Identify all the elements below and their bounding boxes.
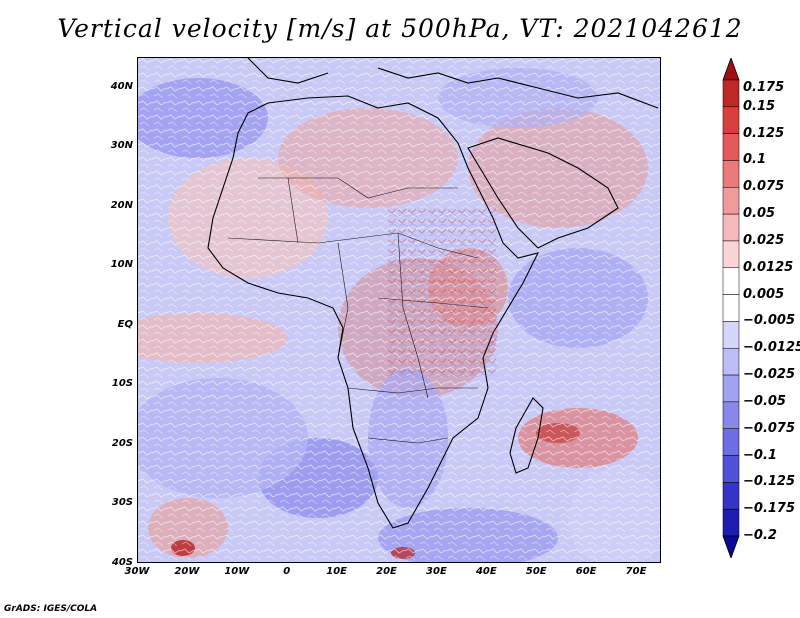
colorbar-level-label: 0.025 [743,232,785,248]
credit-text: GrADS: IGES/COLA [4,604,98,614]
colorbar-level-label: 0.175 [743,80,785,95]
y-tick-label: 10S [111,378,133,390]
colorbar-segment [722,187,740,215]
colorbar-level-label: 0.05 [743,206,776,222]
map-title: Vertical velocity [m/s] at 500hPa, VT: 2… [57,14,743,43]
map-plot-area [137,57,661,563]
colorbar-segment [722,267,740,295]
colorbar-level-label: −0.1 [743,447,777,463]
y-tick-label: 20N [110,199,133,211]
colorbar-level-label: 0.1 [743,152,767,168]
colorbar-level-label: −0.05 [743,393,786,409]
x-tick-label: 30W [124,566,150,577]
colorbar-segment [722,106,740,134]
x-tick-label: 0 [283,566,291,577]
colorbar-segment [722,79,740,108]
y-tick-label: 40S [111,557,133,568]
colorbar-segment [722,428,740,456]
y-tick-label: 10N [110,259,133,271]
colorbar-segment [722,347,740,376]
colorbar-level-label: 0.15 [743,98,776,114]
colorbar-segment [722,401,740,429]
colorbar-segment [722,133,740,161]
colorbar-level-label: −0.025 [743,367,796,383]
colorbar-segment [722,508,740,537]
colorbar [722,58,740,558]
x-tick-label: 50E [525,566,547,577]
colorbar-level-label: −0.005 [743,313,796,329]
colorbar-level-label: 0.005 [743,286,785,302]
x-tick-label: 20W [174,566,200,577]
colorbar-level-label: 0.0125 [743,259,794,275]
colorbar-level-label: −0.2 [743,528,777,543]
colorbar-segment [722,160,740,188]
x-tick-label: 60E [575,566,597,577]
colorbar-level-label: 0.075 [743,179,785,195]
coastlines [207,58,659,529]
colorbar-level-label: −0.175 [743,501,796,517]
colorbar-level-label: −0.075 [743,420,796,436]
colorbar-level-label: 0.125 [743,125,785,141]
x-tick-label: 70E [625,566,647,577]
y-tick-label: 30S [111,497,133,509]
vertical-velocity-field [138,58,660,562]
convective-region [388,208,498,378]
x-tick-label: 30E [426,566,447,577]
x-tick-label: 20E [376,566,397,577]
colorbar-segment [722,482,740,510]
colorbar-segment [722,321,740,349]
y-tick-label: EQ [117,318,133,330]
colorbar-segment [722,294,740,322]
colorbar-segment [722,240,740,269]
colorbar-bottom-arrow [722,535,740,558]
colorbar-top-arrow [722,58,740,81]
colorbar-segment [722,455,740,483]
y-tick-label: 40N [110,80,133,92]
y-tick-label: 30N [110,140,133,152]
colorbar-segment [722,374,740,403]
x-tick-label: 10E [326,566,347,577]
colorbar-segment [722,213,740,242]
colorbar-level-label: −0.0125 [743,340,800,356]
x-tick-label: 10W [224,566,250,577]
x-tick-label: 40E [475,566,497,577]
colorbar-level-label: −0.125 [743,474,796,490]
y-tick-label: 20S [111,437,133,449]
